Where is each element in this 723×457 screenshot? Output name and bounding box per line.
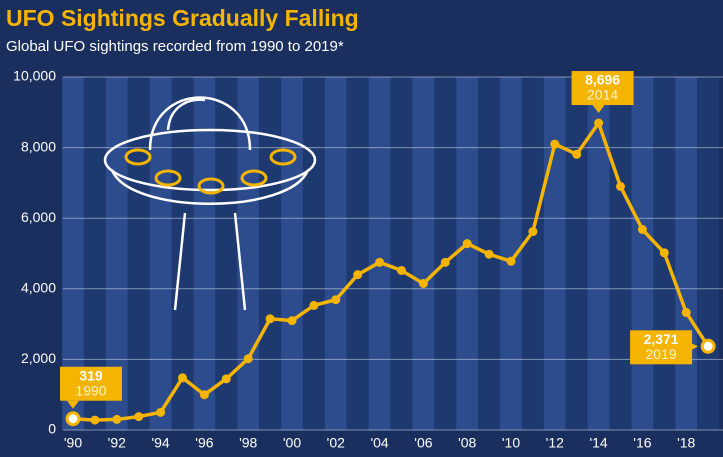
data-point [484, 249, 494, 259]
plot-band [83, 77, 106, 430]
x-tick-label: '12 [546, 435, 564, 451]
data-point [397, 265, 406, 275]
data-point [572, 149, 582, 159]
data-point [265, 314, 275, 324]
callout-box [60, 366, 122, 401]
plot-band [587, 77, 610, 430]
plot-band [237, 77, 260, 430]
x-tick-label: '02 [327, 435, 345, 451]
x-tick-label: '92 [108, 435, 126, 451]
year-label: 2014 [587, 87, 618, 103]
y-tick-label: 4,000 [21, 280, 56, 296]
grid: 0 2,000 4,000 6,000 8,000 10,000 '90 '92 '94 '96 '… [13, 68, 723, 451]
plot-band [215, 77, 238, 430]
data-point [528, 227, 538, 237]
value-label: 8,696 [585, 72, 620, 88]
data-point [616, 181, 625, 191]
plot-band [500, 77, 522, 430]
plot-band [412, 77, 435, 430]
series-line [72, 121, 710, 422]
plot-band [543, 77, 566, 430]
data-point [90, 415, 100, 425]
plot-band [62, 77, 84, 430]
x-tick-label: '14 [589, 435, 607, 451]
chart-subtitle: Global UFO sightings recorded from 1990 … [6, 38, 344, 55]
data-point [550, 139, 560, 149]
x-tick-label: '00 [283, 435, 301, 451]
x-tick-label: '06 [414, 435, 432, 451]
plot-band [697, 77, 720, 430]
data-point [221, 374, 231, 384]
x-tick-label: '04 [370, 435, 388, 451]
x-tick-label: '90 [64, 435, 82, 451]
y-tick-label: 10,000 [13, 68, 56, 84]
plot-band [565, 77, 588, 430]
plot-band [281, 77, 303, 430]
data-point [309, 300, 319, 310]
data-point [199, 390, 209, 400]
callout-pointer [592, 105, 605, 114]
y-tick-label: 2,000 [21, 350, 56, 366]
plot-band [631, 77, 654, 430]
plot-band [521, 77, 544, 430]
data-point [594, 118, 604, 128]
plot-band [302, 77, 325, 430]
year-label: 2019 [646, 346, 677, 362]
data-point [134, 412, 144, 422]
data-point [659, 248, 669, 258]
plot-band [609, 77, 632, 430]
plot-band [324, 77, 347, 430]
chart-title: UFO Sightings Gradually Falling [6, 5, 359, 31]
plot-band [434, 77, 457, 430]
ufo-illustration [103, 96, 317, 311]
plot-band [259, 77, 282, 430]
plot-band [346, 77, 369, 430]
data-point [681, 307, 691, 317]
value-label: 2,371 [644, 331, 679, 347]
data-point [112, 414, 122, 424]
plot-band [368, 77, 391, 430]
plot-band [193, 77, 216, 430]
data-point [156, 407, 166, 417]
value-label: 319 [79, 367, 103, 383]
callout-box [630, 330, 693, 365]
callout-pointer [67, 400, 79, 409]
plot-band [171, 77, 194, 430]
x-tick-label: '08 [458, 435, 476, 451]
data-point [178, 373, 187, 383]
data-point [375, 257, 385, 267]
data-point [506, 256, 516, 266]
y-tick-label: 0 [48, 421, 56, 437]
x-tick-label: '10 [502, 435, 520, 451]
plot-band [149, 77, 172, 430]
data-point [331, 295, 341, 305]
data-point [65, 411, 81, 427]
data-point [440, 257, 450, 267]
y-tick-label: 8,000 [21, 138, 56, 154]
data-point [243, 354, 253, 364]
x-tick-label: '16 [633, 435, 651, 451]
plot-band [675, 77, 698, 430]
data-point [418, 279, 428, 289]
x-tick-label: '18 [677, 435, 695, 451]
data-point [637, 224, 647, 234]
plot-band [390, 77, 413, 430]
x-tick-label: '98 [239, 435, 257, 451]
year-label: 1990 [75, 382, 106, 398]
x-tick-label: '96 [195, 435, 213, 451]
data-point [700, 338, 716, 354]
plot-band [456, 77, 479, 430]
callout-box [571, 71, 634, 106]
data-point [287, 316, 297, 326]
plot-bands [62, 77, 720, 430]
y-tick-label: 6,000 [21, 209, 56, 225]
plot-band [127, 77, 150, 430]
x-tick-label: '94 [151, 435, 169, 451]
plot-band [105, 77, 128, 430]
data-point [353, 270, 363, 280]
data-point [462, 239, 472, 249]
